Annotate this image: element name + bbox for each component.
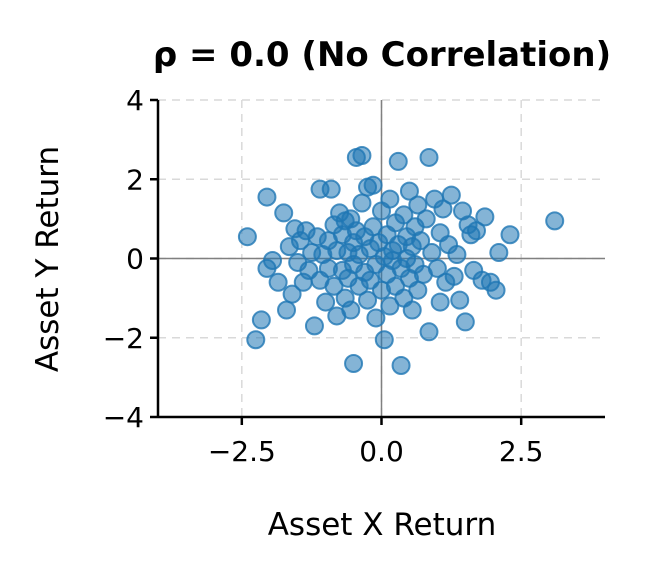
scatter-point-83	[402, 300, 422, 320]
scatter-point-58	[366, 308, 386, 328]
scatter-point-86	[408, 195, 428, 215]
scatter-point-1	[246, 330, 266, 350]
scatter-point-63	[374, 330, 394, 350]
y-tick-label-2: 0	[126, 243, 144, 276]
y-tick-label-4: 4	[126, 84, 144, 117]
x-axis-ticks: −2.5 0.0 2.5	[208, 417, 544, 468]
chart-title: ρ = 0.0 (No Correlation)	[153, 35, 611, 75]
scatter-point-102	[444, 266, 464, 286]
scatter-point-106	[455, 312, 475, 332]
scatter-point-101	[441, 185, 461, 205]
scatter-point-3	[257, 187, 277, 207]
data-points	[237, 145, 565, 375]
scatter-point-10	[282, 284, 302, 304]
scatter-point-74	[391, 355, 411, 375]
scatter-point-92	[419, 322, 439, 342]
scatter-point-66	[380, 189, 400, 209]
scatter-point-110	[466, 221, 486, 241]
scatter-point-52	[358, 290, 378, 310]
scatter-point-114	[486, 280, 506, 300]
scatter-point-7	[274, 203, 294, 223]
x-tick-label-2: 2.5	[499, 435, 544, 468]
scatter-point-39	[341, 300, 361, 320]
x-tick-label-0: −2.5	[208, 435, 276, 468]
y-tick-label-0: −4	[103, 401, 144, 434]
scatter-point-8	[277, 300, 297, 320]
scatter-point-117	[545, 211, 565, 231]
scatter-point-97	[430, 292, 450, 312]
scatter-point-88	[411, 231, 431, 251]
scatter-point-116	[500, 225, 520, 245]
scatter-point-6	[268, 272, 288, 292]
scatter-point-76	[394, 205, 414, 225]
scatter-point-42	[344, 354, 364, 374]
scatter-point-115	[489, 243, 509, 263]
scatter-point-72	[388, 151, 408, 171]
scatter-point-98	[433, 199, 453, 219]
scatter-point-0	[237, 227, 257, 247]
scatter-point-104	[450, 290, 470, 310]
scatter-point-90	[416, 209, 436, 229]
y-axis-ticks: −4 −2 0 2 4	[103, 84, 158, 434]
scatter-point-5	[263, 250, 283, 270]
scatter-point-48	[352, 193, 372, 213]
x-tick-label-1: 0.0	[359, 435, 404, 468]
x-axis-label: Asset X Return	[268, 507, 497, 543]
scatter-point-18	[304, 316, 324, 336]
scatter-point-93	[422, 243, 442, 263]
scatter-point-28	[324, 276, 344, 296]
scatter-point-81	[399, 181, 419, 201]
scatter-point-47	[352, 145, 372, 165]
scatter-point-87	[408, 280, 428, 300]
scatter-point-26	[321, 179, 341, 199]
y-axis-label: Asset Y Return	[30, 146, 66, 372]
scatter-point-23	[316, 292, 336, 312]
scatter-point-67	[380, 296, 400, 316]
y-tick-label-1: −2	[103, 322, 144, 355]
scatter-point-103	[447, 245, 467, 265]
scatter-point-55	[363, 175, 383, 195]
scatter-point-95	[427, 258, 447, 278]
scatter-point-91	[419, 147, 439, 167]
scatter-point-112	[475, 207, 495, 227]
scatter-point-2	[251, 310, 271, 330]
y-tick-label-3: 2	[126, 163, 144, 196]
